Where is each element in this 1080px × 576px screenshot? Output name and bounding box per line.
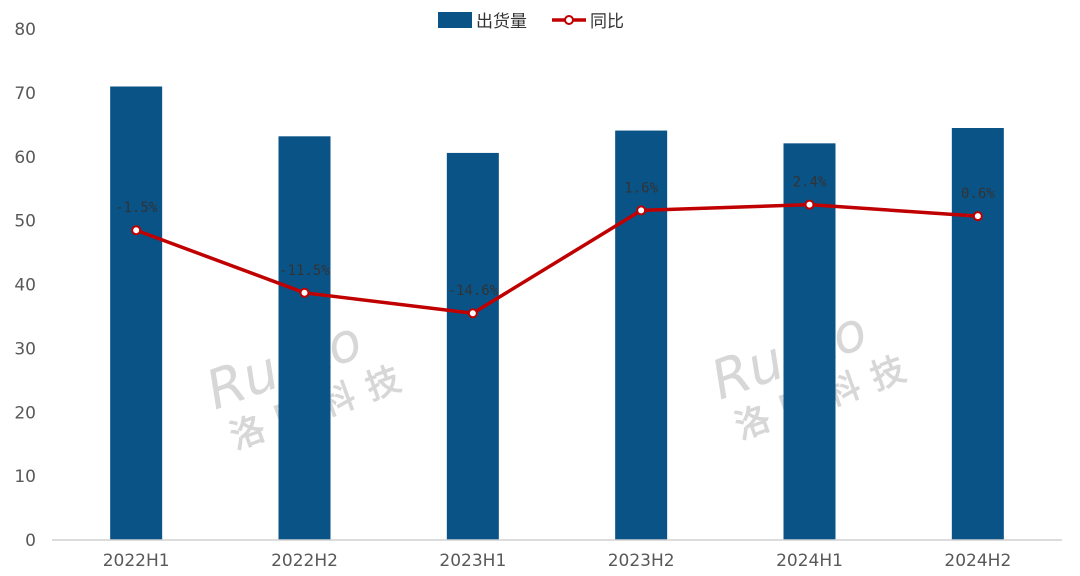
y-tick-label: 60	[14, 148, 36, 168]
yoy-point	[299, 287, 310, 298]
yoy-point	[804, 199, 815, 210]
y-tick-label: 50	[14, 212, 36, 232]
bar	[951, 128, 1004, 540]
legend-line-label: 同比	[590, 12, 624, 32]
y-axis: 0 10 20 30 40 50 60 70 80	[14, 20, 36, 551]
yoy-line	[135, 202, 978, 315]
yoy-data-label: 0.6%	[961, 186, 995, 202]
legend-bar-swatch	[438, 12, 472, 28]
yoy-data-label: 1.6%	[624, 180, 658, 196]
yoy-point	[467, 308, 478, 319]
legend: 出货量 同比	[438, 12, 624, 32]
x-tick-label: 2022H2	[271, 551, 338, 571]
yoy-data-label: -1.5%	[115, 200, 158, 216]
yoy-point	[131, 225, 142, 236]
x-tick-label: 2024H2	[944, 551, 1011, 571]
y-tick-label: 0	[25, 531, 36, 551]
bar	[110, 86, 163, 541]
x-tick-label: 2023H2	[608, 551, 675, 571]
x-tick-label: 2024H1	[776, 551, 843, 571]
yoy-data-label: -11.5%	[279, 263, 330, 279]
bar	[446, 152, 499, 541]
y-tick-label: 80	[14, 20, 36, 40]
x-tick-label: 2022H1	[103, 551, 170, 571]
yoy-point	[972, 211, 983, 222]
y-tick-label: 40	[14, 276, 36, 296]
bar	[278, 136, 331, 540]
bar	[615, 130, 668, 540]
y-tick-label: 70	[14, 84, 36, 104]
x-tick-label: 2023H1	[439, 551, 506, 571]
legend-line-marker	[564, 15, 574, 25]
y-tick-label: 30	[14, 339, 36, 359]
yoy-data-label: -14.6%	[448, 283, 499, 299]
line-series: -1.5% -11.5% -14.6% 1.6% 2.4% 0.6%	[115, 175, 995, 319]
yoy-data-label: 2.4%	[793, 175, 827, 191]
x-axis: 2022H1 2022H2 2023H1 2023H2 2024H1 2024H2	[103, 551, 1012, 571]
bar-series	[110, 86, 1004, 541]
y-tick-label: 10	[14, 467, 36, 487]
legend-bar-label: 出货量	[476, 12, 527, 32]
y-tick-label: 20	[14, 403, 36, 423]
yoy-point	[636, 205, 647, 216]
